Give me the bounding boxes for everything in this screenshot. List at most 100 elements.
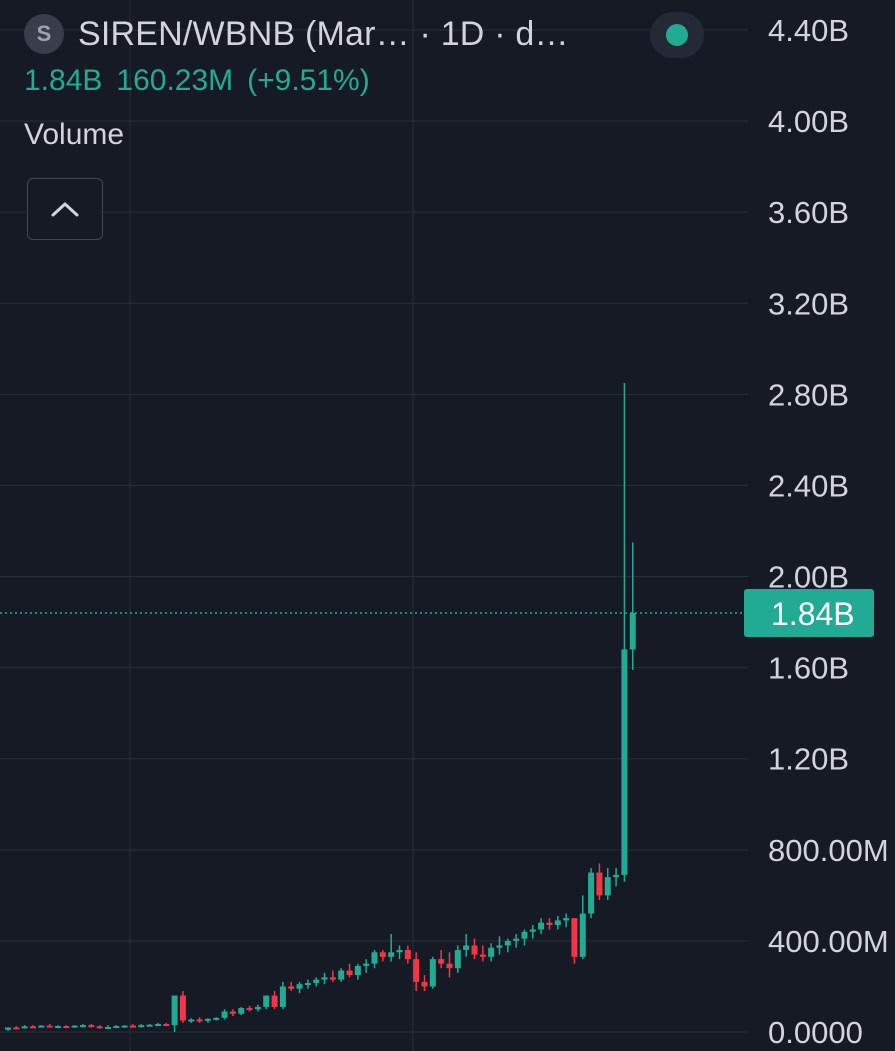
candle-up — [388, 934, 395, 962]
candle-body — [204, 1018, 211, 1021]
legend-close: 1.84B — [24, 64, 103, 97]
market-status-button[interactable] — [650, 12, 704, 58]
candle-up — [79, 1024, 86, 1028]
candle-down — [446, 952, 453, 978]
candle-body — [313, 979, 320, 984]
candle-up — [188, 1018, 195, 1023]
candle-body — [396, 950, 403, 953]
candle-body — [163, 1024, 170, 1027]
candle-down — [421, 975, 428, 992]
candle-down — [29, 1025, 36, 1029]
candle-body — [579, 913, 586, 957]
candle-body — [13, 1027, 20, 1030]
candle-body — [379, 952, 386, 957]
y-tick-label: 4.00B — [768, 104, 849, 139]
candle-up — [171, 995, 178, 1032]
candle-body — [479, 954, 486, 957]
candle-up — [113, 1025, 120, 1029]
candle-body — [29, 1026, 36, 1029]
candle-body — [363, 963, 370, 966]
last-price-badge — [744, 588, 874, 637]
candle-body — [146, 1024, 153, 1027]
candle-body — [554, 920, 561, 925]
candle-down — [13, 1026, 20, 1030]
candle-body — [246, 1008, 253, 1011]
chevron-up-icon — [51, 202, 79, 217]
candle-body — [563, 918, 570, 921]
candle-body — [371, 952, 378, 964]
candle-up — [338, 968, 345, 982]
y-tick-label: 2.40B — [768, 468, 849, 503]
y-tick-label: 2.80B — [768, 377, 849, 412]
candle-up — [429, 956, 436, 989]
candle-body — [96, 1026, 103, 1029]
candle-down — [88, 1024, 95, 1028]
volume-indicator-label[interactable]: Volume — [24, 118, 125, 151]
candle-body — [21, 1026, 28, 1029]
legend-change: 160.23M — [116, 64, 234, 97]
candle-up — [5, 1027, 11, 1031]
candle-body — [521, 931, 528, 939]
candle-up — [213, 1017, 220, 1021]
candle-up — [154, 1022, 161, 1027]
candle-body — [421, 981, 428, 987]
candle-body — [488, 947, 495, 957]
candlestick-series[interactable] — [5, 382, 636, 1032]
last-price-line: 1.84B — [0, 588, 874, 637]
candle-up — [488, 943, 495, 962]
candle-up — [504, 938, 511, 953]
collapse-legend-button[interactable] — [27, 178, 103, 240]
candle-body — [321, 977, 328, 980]
candle-down — [163, 1022, 170, 1027]
candle-up — [604, 868, 611, 900]
candle-up — [396, 945, 403, 960]
candle-body — [129, 1025, 136, 1028]
ohlc-legend: 1.84B 160.23M (+9.51%) — [24, 64, 734, 98]
market-status-dot-icon — [666, 24, 688, 46]
candle-up — [454, 945, 461, 973]
candle-body — [46, 1025, 53, 1028]
candle-body — [79, 1025, 86, 1028]
candle-body — [238, 1008, 245, 1014]
candle-body — [71, 1025, 78, 1028]
candle-up — [629, 542, 636, 670]
candle-down — [404, 945, 411, 964]
candle-up — [529, 924, 536, 939]
candle-up — [121, 1025, 128, 1028]
candle-body — [229, 1011, 236, 1014]
y-tick-label: 3.20B — [768, 286, 849, 321]
candle-up — [21, 1025, 28, 1029]
candle-body — [104, 1026, 111, 1029]
candle-up — [221, 1009, 228, 1020]
candle-up — [204, 1018, 211, 1023]
candle-body — [538, 922, 545, 930]
candle-body — [496, 945, 503, 948]
candle-body — [438, 959, 445, 964]
y-tick-label: 4.40B — [768, 13, 849, 48]
candle-down — [546, 918, 553, 930]
last-price-label: 1.84B — [771, 596, 855, 632]
symbol-title[interactable]: SIREN/WBNB (Mar… · 1D · d… — [78, 14, 569, 53]
candle-body — [596, 872, 603, 896]
symbol-icon: S — [24, 14, 64, 54]
candle-up — [363, 959, 370, 973]
legend-change-pct: (+9.51%) — [247, 64, 370, 97]
candle-body — [471, 945, 478, 955]
candle-up — [496, 936, 503, 955]
candle-body — [388, 952, 395, 957]
candle-body — [288, 986, 295, 989]
candle-body — [346, 970, 353, 976]
candle-up — [521, 929, 528, 946]
symbol-title-row[interactable]: S SIREN/WBNB (Mar… · 1D · d… — [24, 10, 734, 58]
candle-up — [238, 1006, 245, 1015]
y-tick-label: 0.0000 — [768, 1015, 863, 1050]
candle-body — [196, 1019, 203, 1022]
candle-body — [263, 995, 270, 1007]
candle-down — [413, 952, 420, 992]
y-tick-label: 800.00M — [768, 833, 889, 868]
candle-down — [438, 950, 445, 969]
candle-body — [121, 1025, 128, 1028]
price-axis[interactable]: 4.40B 4.00B 3.60B 3.20B 2.80B 2.40B 2.00B 1.60B… — [768, 13, 889, 1050]
candle-body — [571, 918, 578, 957]
